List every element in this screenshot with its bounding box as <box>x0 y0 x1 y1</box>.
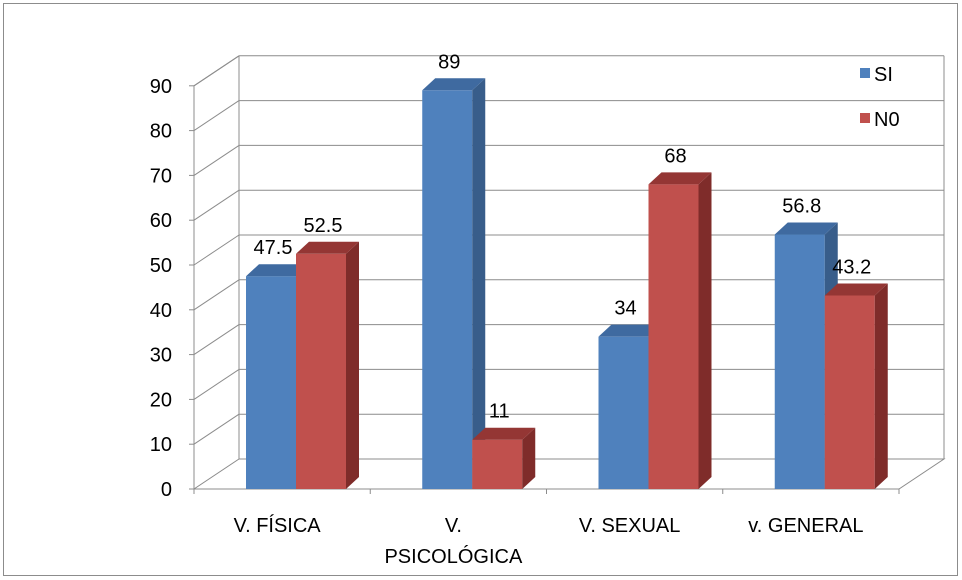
bar-top <box>648 172 712 185</box>
x-category-label: v. GENERAL <box>748 515 863 537</box>
data-labels: 47.5 52.5 89 11 34 68 56.8 43.2 <box>254 51 872 422</box>
bar-n0-1 <box>472 427 536 489</box>
gridline-side <box>193 100 240 132</box>
y-tick-label: 60 <box>150 210 172 232</box>
gridline-side <box>193 234 240 266</box>
bar-top <box>422 78 486 91</box>
gridline-side <box>193 324 240 356</box>
data-label: 34 <box>614 298 636 320</box>
data-label: 89 <box>438 51 460 73</box>
bars <box>246 78 888 490</box>
bar-front <box>422 90 473 489</box>
data-label: 56.8 <box>782 196 821 218</box>
bar-chart: 0 10 20 30 40 50 60 70 80 90 V. FÍSICA V. PSICOLÓGI… <box>150 51 946 568</box>
x-category-label: V. <box>445 515 462 537</box>
axes <box>189 55 900 494</box>
legend: SI N0 <box>860 64 900 131</box>
y-tick-label: 10 <box>150 434 172 456</box>
y-tick-label: 80 <box>150 121 172 143</box>
legend-label-si: SI <box>874 64 893 86</box>
y-axis-ticks: 0 10 20 30 40 50 60 70 80 90 <box>150 76 172 501</box>
data-label: 68 <box>664 145 686 167</box>
legend-swatch-si <box>860 68 870 78</box>
bar-n0-2 <box>648 172 712 490</box>
bar-top <box>774 222 838 235</box>
bar-n0-0 <box>296 241 359 489</box>
bar-front <box>774 234 825 489</box>
gridline-side <box>193 279 240 311</box>
data-label: 43.2 <box>832 256 871 278</box>
x-category-label: PSICOLÓGICA <box>384 545 522 568</box>
gridline-side <box>193 368 240 400</box>
x-category-label: V. SEXUAL <box>579 515 681 537</box>
y-tick-label: 50 <box>150 255 172 277</box>
gridline-side <box>193 144 240 176</box>
bar-top <box>598 324 662 337</box>
bar-side <box>472 78 486 489</box>
chart-frame: 0 10 20 30 40 50 60 70 80 90 V. FÍSICA V. PSICOLÓGI… <box>3 3 958 576</box>
bar-front <box>472 439 523 489</box>
x-category-label: V. FÍSICA <box>234 514 322 537</box>
x-axis-labels: V. FÍSICA V. PSICOLÓGICA V. SEXUAL v. GENERA… <box>234 514 864 568</box>
bar-n0-3 <box>824 283 888 489</box>
bar-top <box>296 241 359 254</box>
bar-top <box>246 264 309 277</box>
y-tick-label: 70 <box>150 165 172 187</box>
bar-front <box>824 295 875 489</box>
bar-front <box>246 276 296 489</box>
data-label: 47.5 <box>254 237 293 259</box>
y-axis-top-edge <box>193 55 240 87</box>
bar-top <box>824 283 888 296</box>
y-tick-label: 40 <box>150 300 172 322</box>
bar-front <box>598 336 649 489</box>
legend-label-n0: N0 <box>874 109 900 131</box>
bar-si-1 <box>422 78 486 489</box>
bar-side <box>698 172 712 490</box>
bar-front <box>648 184 699 490</box>
bar-side <box>346 241 359 489</box>
bar-side <box>522 427 536 489</box>
gridline-side <box>193 413 240 445</box>
y-tick-label: 20 <box>150 389 172 411</box>
y-tick-label: 0 <box>161 479 172 501</box>
y-tick-label: 90 <box>150 76 172 98</box>
data-label: 11 <box>489 401 510 423</box>
bar-top <box>472 427 536 440</box>
bar-side <box>874 283 888 489</box>
legend-swatch-n0 <box>860 113 870 123</box>
gridline-side <box>193 189 240 221</box>
y-tick-label: 30 <box>150 345 172 367</box>
data-label: 52.5 <box>304 215 343 237</box>
bar-front <box>296 253 346 489</box>
